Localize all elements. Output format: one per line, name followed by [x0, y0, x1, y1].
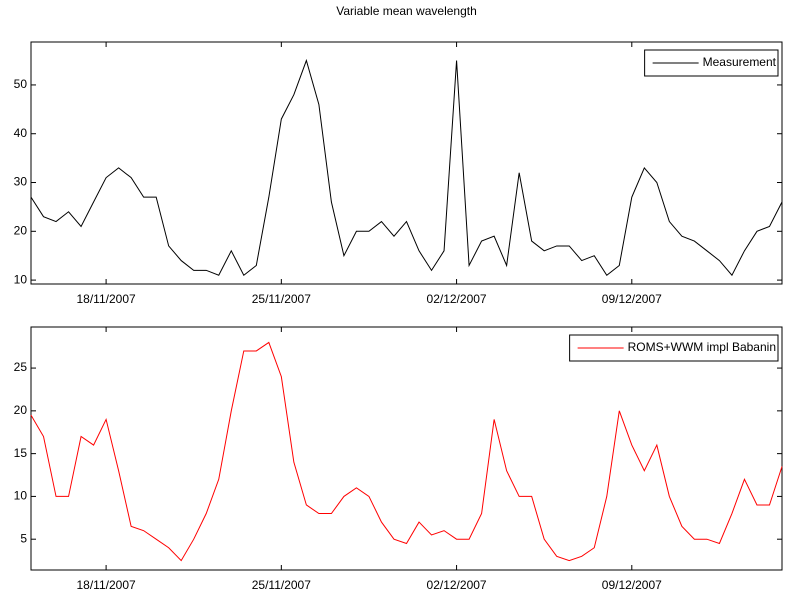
chart-title: Variable mean wavelength — [336, 4, 477, 18]
y-tick-label: 5 — [20, 531, 27, 545]
y-tick-label: 20 — [14, 223, 28, 237]
data-line — [30, 58, 783, 277]
y-tick-label: 10 — [14, 272, 28, 286]
x-tick-label: 18/11/2007 — [77, 292, 136, 306]
x-tick-label: 18/11/2007 — [77, 578, 136, 592]
x-tick-label: 25/11/2007 — [252, 578, 311, 592]
y-tick-label: 40 — [14, 126, 28, 140]
axes-frame — [30, 41, 783, 285]
y-tick-label: 15 — [14, 446, 28, 460]
x-tick-label: 09/12/2007 — [602, 578, 662, 592]
axes-frame — [30, 326, 783, 571]
x-tick-label: 02/12/2007 — [427, 292, 487, 306]
y-tick-label: 20 — [14, 403, 28, 417]
y-tick-label: 25 — [14, 360, 28, 374]
y-tick-label: 50 — [14, 77, 28, 91]
legend-label: Measurement — [703, 55, 777, 69]
y-tick-label: 30 — [14, 175, 28, 189]
y-tick-label: 10 — [14, 489, 28, 503]
data-line — [30, 341, 783, 562]
x-tick-label: 09/12/2007 — [602, 292, 662, 306]
x-tick-label: 02/12/2007 — [427, 578, 487, 592]
legend-label: ROMS+WWM impl Babanin — [628, 340, 776, 354]
x-tick-label: 25/11/2007 — [252, 292, 311, 306]
